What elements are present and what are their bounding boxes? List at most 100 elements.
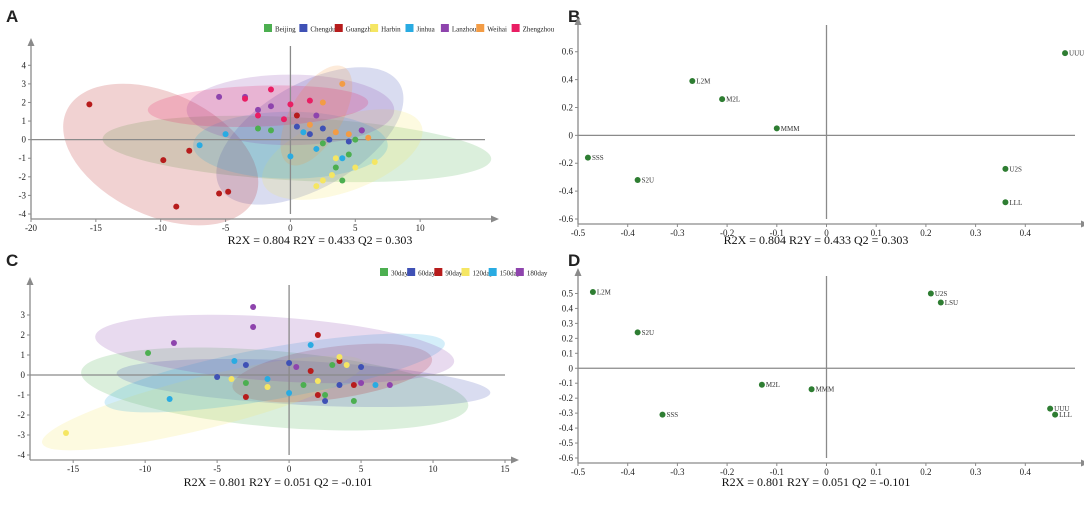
confidence-ellipse-180day — [95, 314, 455, 384]
loading-plot-cities: -0.5 -0.4 -0.3 -0.2 -0.1 0 0.1 0.2 0.3 0.4 -0.6 -0.… — [559, 17, 1084, 247]
x-tick-label: 15 — [501, 464, 511, 474]
loading-point-lsu — [937, 299, 944, 306]
y-tick-label: -0.2 — [559, 158, 573, 168]
loading-label-u2s: U2S — [1009, 165, 1022, 173]
point-150day — [372, 382, 379, 388]
x-tick-label: -15 — [67, 464, 79, 474]
confidence-ellipse-harbin — [262, 109, 423, 200]
panel-label-c: C — [6, 251, 18, 270]
x-tick-label: 0 — [824, 467, 829, 477]
x-axis-arrow — [491, 215, 499, 223]
point-180day — [170, 340, 177, 346]
loading-point-uuu — [1062, 50, 1069, 57]
x-tick-label: 0.3 — [970, 467, 982, 477]
point-120day — [228, 376, 235, 382]
point-beijing — [267, 127, 274, 134]
point-beijing — [339, 177, 346, 184]
confidence-ellipse-zhengzhou — [147, 85, 369, 127]
legend-label-weihai: Weihai — [487, 26, 507, 34]
point-beijing — [345, 151, 352, 158]
y-tick-label: -2 — [19, 172, 27, 182]
point-60day — [242, 362, 249, 368]
point-lanzhou — [255, 106, 261, 113]
point-180day — [386, 382, 393, 388]
point-150day — [286, 390, 293, 396]
point-harbin — [352, 164, 359, 171]
y-tick-label: 0.4 — [562, 75, 574, 85]
y-tick-label: -1 — [18, 390, 26, 400]
x-tick-label: 5 — [353, 223, 358, 233]
legend-label-zhengzhou: Zhengzhou — [523, 26, 555, 34]
loading-point-sss — [659, 411, 666, 418]
y-axis-arrow — [574, 268, 582, 276]
point-120day — [314, 378, 321, 384]
y-tick-label: 2 — [22, 97, 27, 107]
point-90day — [350, 382, 357, 388]
point-zhengzhou — [267, 86, 274, 93]
point-60day — [336, 382, 343, 388]
point-zhengzhou — [287, 101, 294, 108]
y-tick-label: -2 — [18, 410, 26, 420]
point-180day — [250, 324, 257, 330]
loading-point-u2s — [1002, 165, 1009, 172]
y-tick-label: -0.1 — [559, 378, 573, 388]
panel-label-a: A — [6, 7, 18, 26]
confidence-ellipse-150day — [104, 333, 445, 413]
x-tick-label: 0.2 — [920, 228, 931, 238]
legend-swatch-180day — [515, 268, 524, 276]
point-guangzhou — [293, 112, 300, 119]
legend-swatch-zhengzhou — [511, 24, 520, 32]
legend-label-beijing: Beijing — [275, 26, 296, 34]
point-jinhua — [300, 129, 307, 136]
point-lanzhou — [267, 103, 274, 110]
point-guangzhou — [173, 203, 180, 210]
loading-label-s2u: S2U — [642, 176, 654, 184]
x-tick-label: -0.2 — [720, 228, 734, 238]
loading-label-m2l: M2L — [726, 96, 740, 104]
point-90day — [307, 368, 314, 374]
loading-label-m2l: M2L — [766, 381, 780, 389]
legend-swatch-60day — [407, 268, 416, 276]
x-tick-label: 0.4 — [1020, 467, 1032, 477]
y-tick-label: -0.4 — [559, 186, 574, 196]
point-120day — [336, 354, 343, 360]
loading-label-mmm: MMM — [816, 386, 835, 394]
legend-label-60day: 60day — [418, 270, 436, 278]
y-tick-label: -0.4 — [559, 423, 574, 433]
loading-label-lll: LLL — [1059, 411, 1072, 419]
legend-label-180day: 180day — [527, 270, 548, 278]
point-zhengzhou — [280, 116, 287, 123]
y-tick-label: 0 — [21, 370, 26, 380]
y-tick-label: -0.3 — [559, 408, 574, 418]
point-harbin — [332, 155, 339, 162]
x-tick-label: -0.5 — [571, 228, 586, 238]
y-tick-label: -3 — [18, 430, 26, 440]
x-tick-label: -0.5 — [571, 467, 586, 477]
point-lanzhou — [358, 127, 365, 134]
point-beijing — [332, 164, 339, 171]
loading-point-mmm — [808, 386, 815, 393]
point-30day — [300, 382, 307, 388]
point-zhengzhou — [242, 95, 249, 102]
legend-label-30day: 30day — [391, 270, 409, 278]
confidence-ellipse-90day — [232, 343, 433, 403]
legend-swatch-chengdu — [299, 24, 308, 32]
x-tick-label: 10 — [416, 223, 426, 233]
point-120day — [62, 430, 69, 436]
loading-label-lsu: LSU — [945, 299, 958, 307]
legend: 30day 60day 90day 120day 150day 180day — [380, 268, 548, 278]
loading-point-sss — [584, 154, 591, 161]
loading-point-m2l — [719, 96, 726, 103]
loading-point-s2u — [634, 329, 641, 336]
loading-label-u2s: U2S — [935, 290, 948, 298]
x-tick-label: -5 — [213, 464, 221, 474]
point-180day — [250, 304, 257, 310]
point-harbin — [319, 177, 326, 184]
x-tick-label: 0 — [287, 464, 292, 474]
legend-label-150day: 150day — [500, 270, 521, 278]
legend-label-harbin: Harbin — [381, 26, 401, 34]
point-guangzhou — [186, 147, 193, 154]
y-tick-label: 0.5 — [562, 288, 574, 298]
legend-swatch-90day — [434, 268, 443, 276]
